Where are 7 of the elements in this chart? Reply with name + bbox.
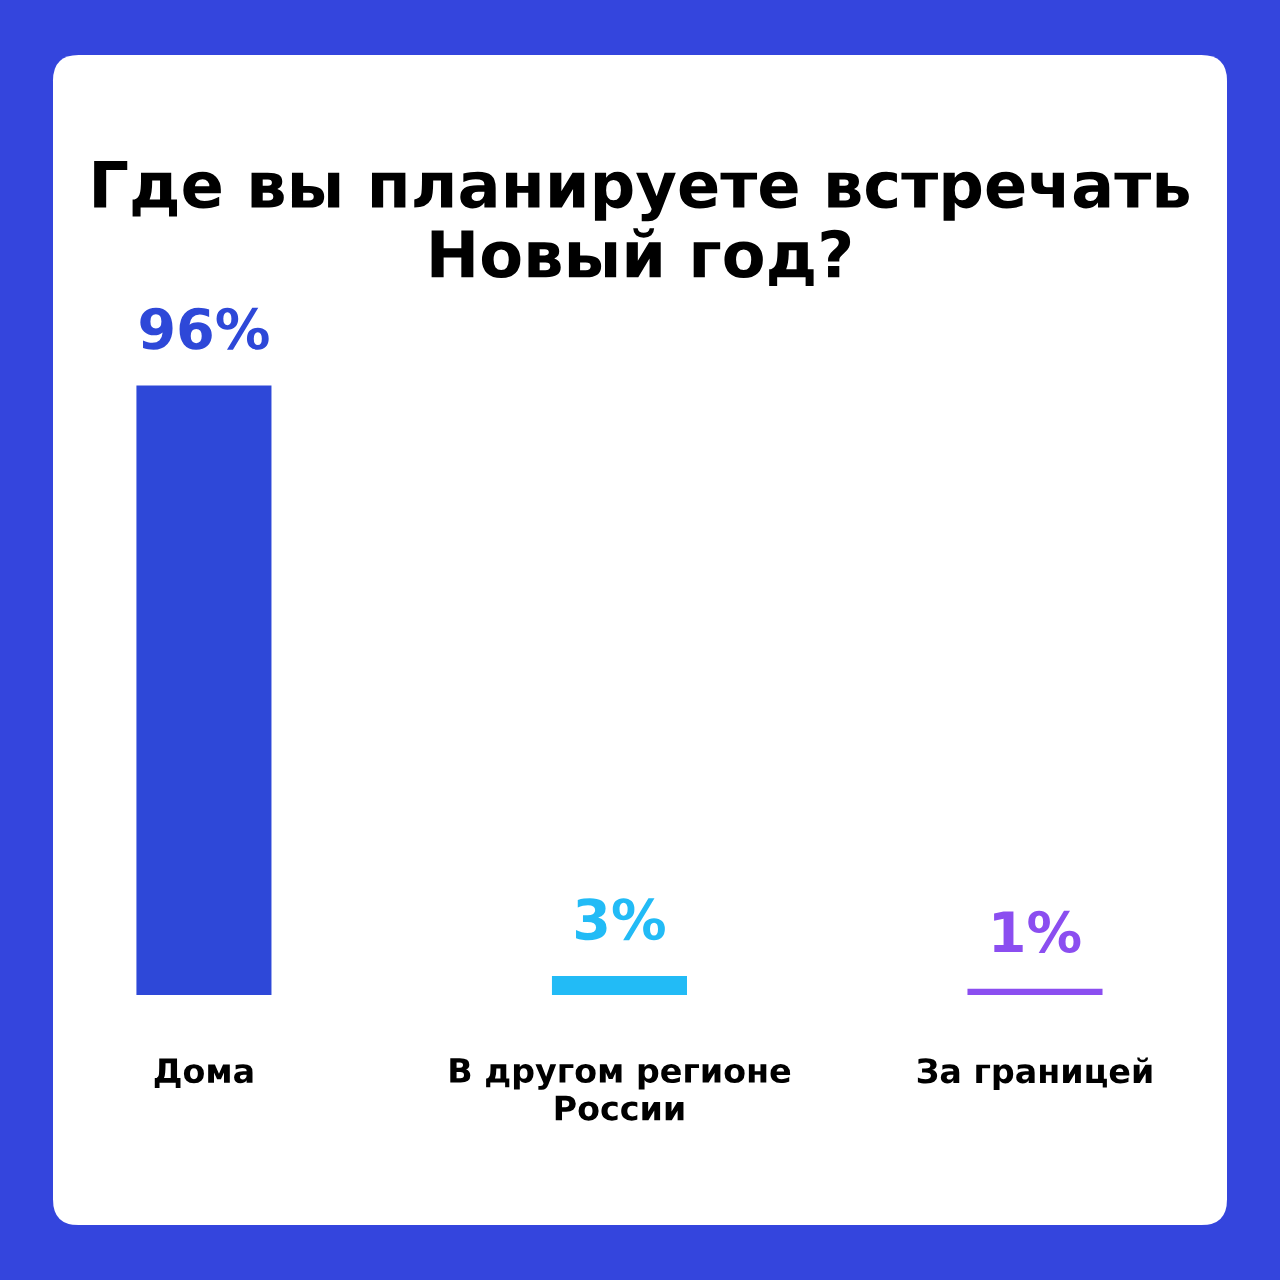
data-label: 3%: [576, 898, 665, 941]
x-tick-label: Дома: [154, 1058, 253, 1089]
data-label: 96%: [140, 307, 269, 350]
x-tick-label: За границей: [917, 1057, 1152, 1090]
chart-title: Где вы планируете встречать Новый год?: [94, 160, 1189, 287]
x-tick-label: В другом регионе России: [450, 1058, 791, 1121]
data-label: 1%: [994, 910, 1081, 953]
